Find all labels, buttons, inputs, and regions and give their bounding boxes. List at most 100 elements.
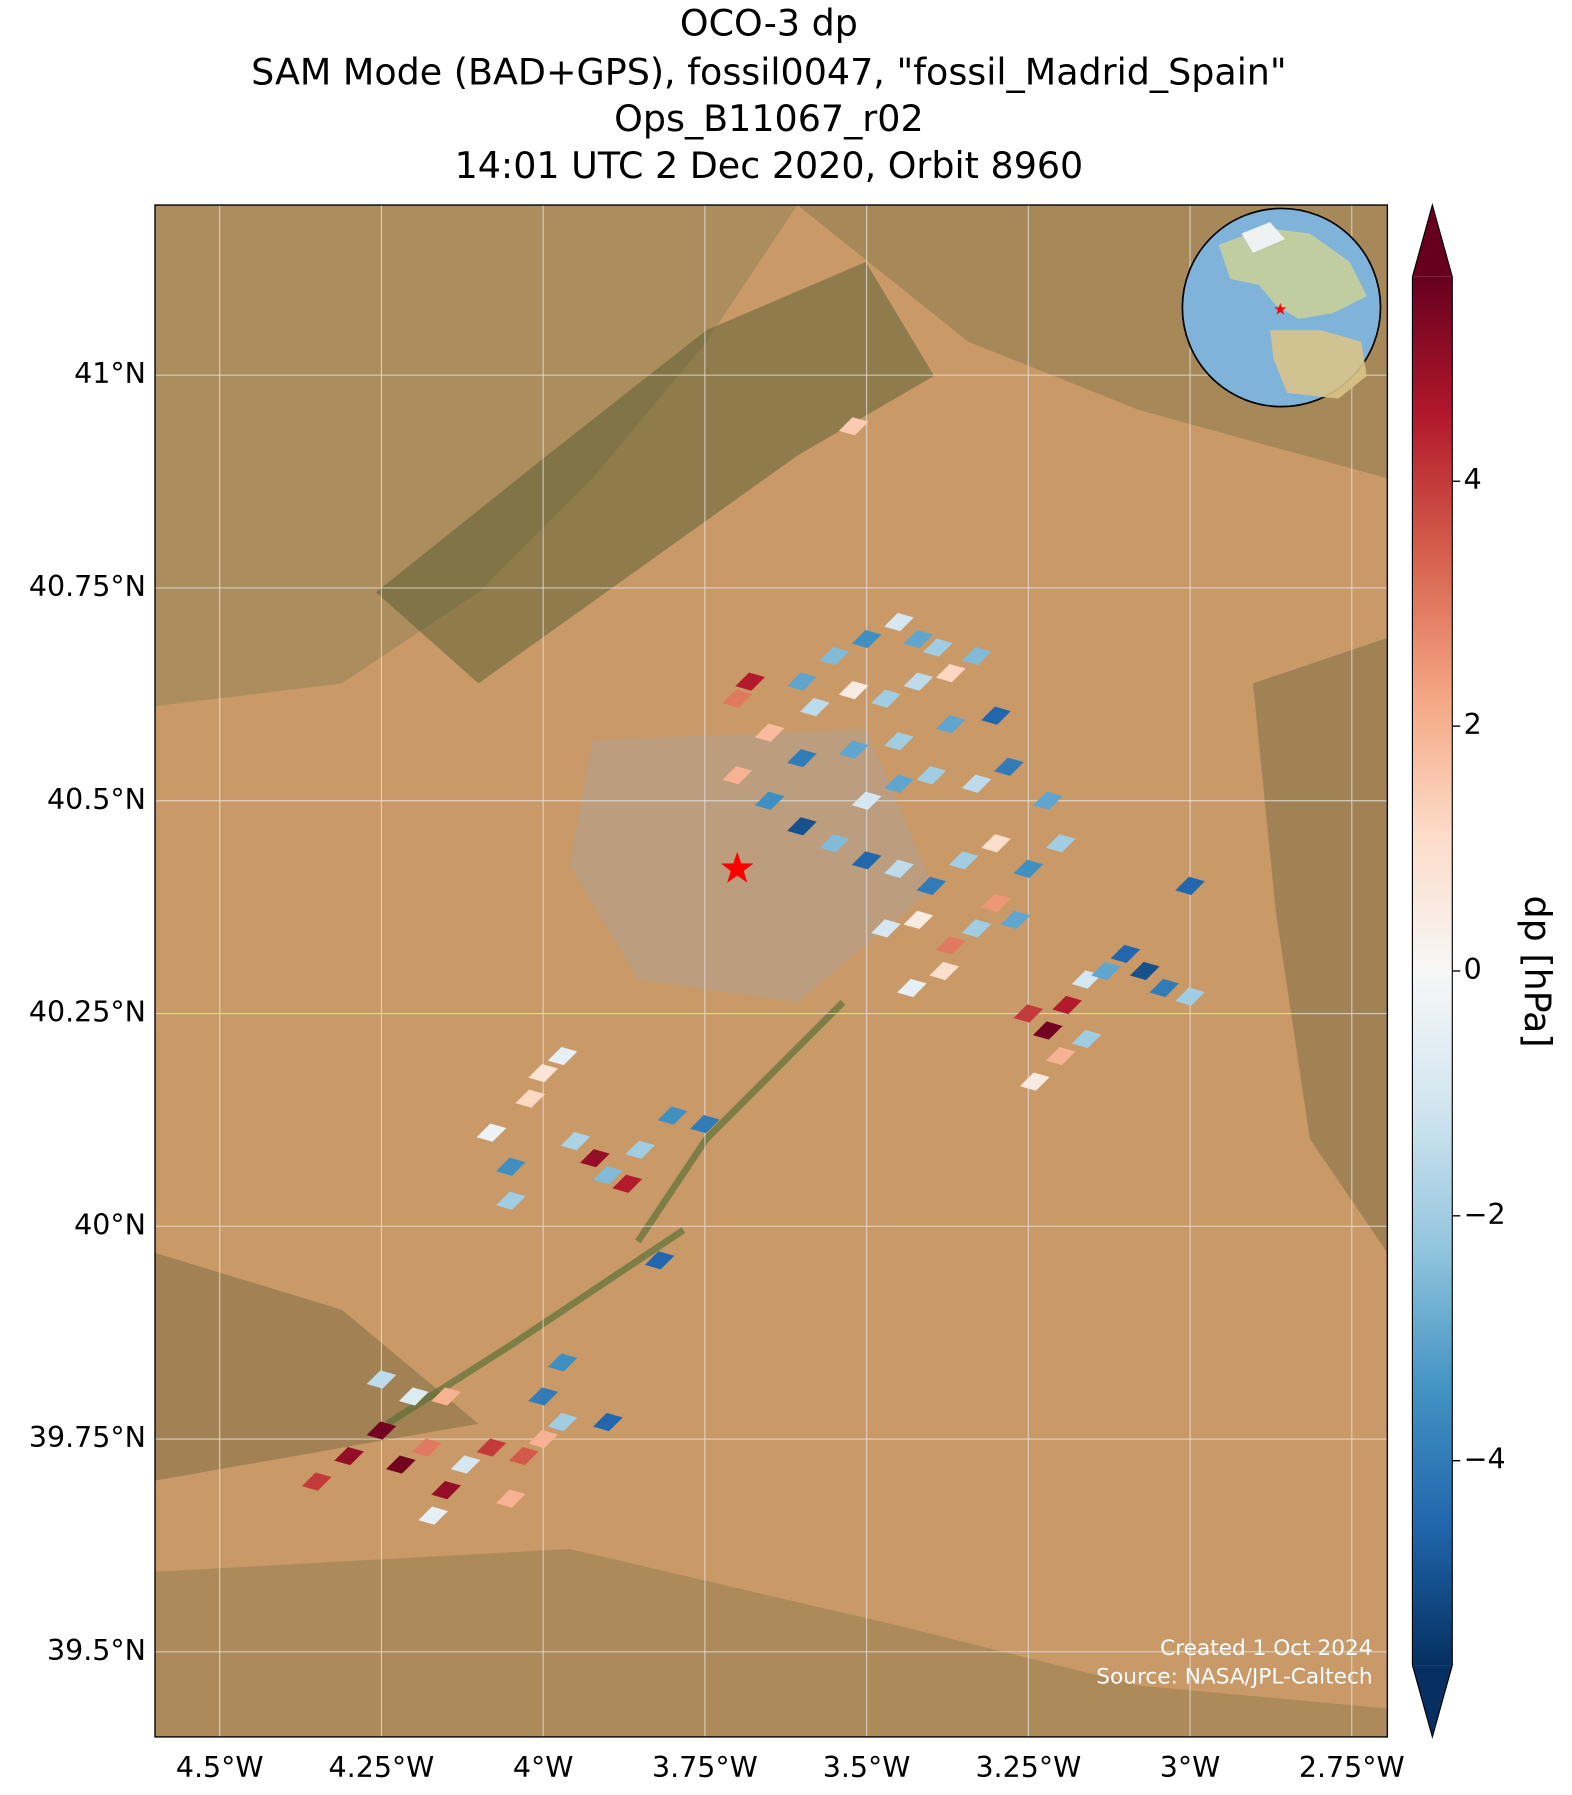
sounding-cell [903, 910, 934, 930]
sounding-cell [366, 1421, 397, 1440]
sounding-cell [612, 1174, 643, 1193]
sounding-cell [722, 766, 753, 785]
sounding-cell [935, 663, 966, 683]
sounding-cell [787, 817, 817, 836]
sounding-cell [838, 740, 869, 759]
sounding-cell [366, 1370, 397, 1389]
colorbar-outline [1411, 202, 1453, 1740]
y-tick-label: 39.75°N [29, 1421, 146, 1454]
sounding-cell [948, 851, 979, 870]
sounding-cell [496, 1489, 526, 1508]
sounding-cell [411, 1438, 442, 1457]
x-tick-label: 3°W [1160, 1751, 1221, 1784]
colorbar-tick-label: 0 [1464, 953, 1482, 986]
sounding-cell [1091, 961, 1121, 981]
target-star [720, 851, 754, 883]
sounding-cell [1013, 859, 1044, 878]
sounding-cell [528, 1429, 558, 1449]
title-line: 14:01 UTC 2 Dec 2020, Orbit 8960 [455, 144, 1084, 187]
sounding-cell [1175, 987, 1205, 1006]
title-line: Ops_B11067_r02 [614, 97, 923, 140]
sounding-cell [1129, 961, 1160, 981]
sounding-cell [961, 919, 992, 938]
credit: Created 1 Oct 2024 [1160, 1636, 1372, 1661]
colorbar-tick-label: −2 [1464, 1198, 1506, 1231]
sounding-cell [981, 834, 1011, 853]
sounding-cell [800, 698, 830, 717]
sounding-cell [547, 1046, 578, 1066]
x-tick-label: 4°W [513, 1751, 574, 1784]
sounding-cell [838, 417, 869, 436]
sounding-cell [916, 876, 947, 895]
globe-marker: ★ [1273, 299, 1287, 318]
sounding-cell [787, 672, 817, 691]
sounding-cell [644, 1251, 675, 1270]
sounding-cell [657, 1106, 688, 1125]
title-line: SAM Mode (BAD+GPS), fossil0047, "fossil_… [251, 51, 1287, 94]
sounding-cell [735, 672, 765, 691]
sounding-cell [961, 646, 992, 666]
sounding-cell [418, 1506, 448, 1525]
sounding-cell [994, 757, 1024, 776]
y-tick-label: 39.5°N [47, 1634, 146, 1667]
sounding-cell [819, 834, 850, 853]
colorbar-tick-label: −4 [1464, 1443, 1506, 1476]
colorbar-body [1412, 276, 1453, 1666]
sounding-cell [1013, 1004, 1044, 1023]
sounding-cell [593, 1166, 623, 1185]
sounding-cell [1020, 1072, 1050, 1091]
sounding-cell [580, 1149, 610, 1168]
sounding-cell [386, 1455, 416, 1474]
sounding-cell [897, 978, 927, 998]
sounding-cell [981, 893, 1011, 912]
sounding-cell [398, 1387, 429, 1406]
title-line: OCO-3 dp [680, 2, 858, 45]
map-layer [155, 205, 1388, 1737]
sounding-cell [301, 1472, 332, 1491]
sounding-cell [1175, 876, 1205, 895]
sounding-cell [1071, 1029, 1102, 1049]
sounding-cell [1110, 944, 1141, 964]
sounding-cell [593, 1412, 623, 1432]
sounding-cell [496, 1157, 526, 1176]
colorbar-label: dp [hPa] [1516, 896, 1559, 1048]
sounding-cell [754, 791, 785, 810]
sounding-cell [819, 646, 850, 666]
sounding-cell [922, 638, 953, 657]
x-tick-label: 4.5°W [176, 1751, 264, 1784]
sounding-cell [1032, 791, 1063, 810]
sounding-cell [450, 1455, 481, 1474]
sounding-cell [916, 766, 947, 785]
sounding-cell [431, 1387, 461, 1406]
colorbar-extend [1412, 205, 1453, 277]
sounding-cell [871, 689, 901, 708]
sounding-cell [903, 672, 934, 691]
sounding-cell [787, 749, 817, 768]
sounding-cell [722, 689, 753, 708]
y-tick-label: 40.25°N [29, 996, 146, 1029]
colorbar-tick-label: 4 [1464, 463, 1482, 496]
sounding-cell [334, 1446, 364, 1466]
sounding-cell [884, 612, 914, 632]
x-tick-label: 4.25°W [329, 1751, 435, 1784]
sounding-cell [903, 629, 934, 649]
y-tick-label: 40°N [74, 1208, 146, 1241]
x-tick-label: 2.75°W [1299, 1751, 1405, 1784]
sounding-cell [961, 774, 992, 793]
sounding-cell [547, 1353, 578, 1372]
sounding-cell [884, 859, 914, 878]
sounding-cell [1052, 995, 1082, 1015]
sounding-cell [508, 1446, 539, 1466]
credit: Source: NASA/JPL-Caltech [1096, 1665, 1372, 1690]
sounding-cell [476, 1123, 507, 1142]
sounding-cell [935, 936, 966, 955]
x-tick-label: 3.75°W [652, 1751, 758, 1784]
map-frame [154, 204, 1389, 1738]
x-tick-label: 3.25°W [975, 1751, 1081, 1784]
sounding-cell [560, 1132, 591, 1151]
sounding-cell [884, 774, 914, 793]
colorbar: −4 −2 0 2 4 [1411, 202, 1506, 1740]
sounding-cell [431, 1480, 461, 1500]
sounding-cell [981, 706, 1011, 725]
